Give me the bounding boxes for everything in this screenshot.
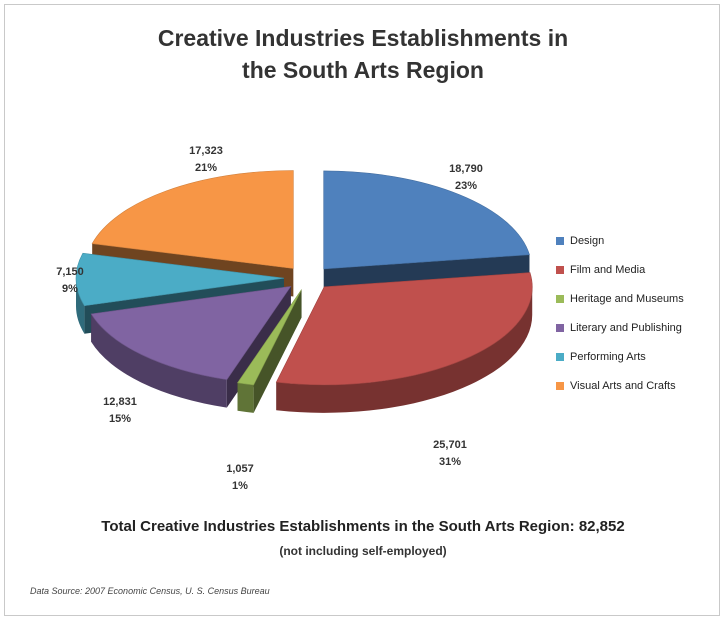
total-caption: Total Creative Industries Establishments… [101, 518, 625, 535]
pie-rim-film-and-media [276, 286, 533, 413]
pie-slice-visual-arts-and-crafts [91, 170, 294, 269]
value-label-design: 18,790 [449, 163, 483, 175]
value-label-heritage-and-museums: 1,057 [226, 463, 254, 475]
pie-slice-design [323, 170, 530, 270]
chart-title: Creative Industries Establishments in th… [0, 22, 726, 86]
legend-item-performing-arts: Performing Arts [556, 342, 684, 371]
pie-tops [75, 170, 533, 386]
legend-label-heritage-and-museums: Heritage and Museums [570, 292, 684, 305]
legend-swatch-heritage-and-museums [556, 294, 564, 303]
legend-label-design: Design [570, 234, 605, 247]
percent-label-film-and-media: 31% [439, 456, 461, 468]
legend-label-performing-arts: Performing Arts [570, 350, 646, 363]
pie-slice-literary-and-publishing [90, 285, 292, 380]
chart-title-line2: the South Arts Region [242, 57, 484, 83]
percent-label-visual-arts-and-crafts: 21% [195, 162, 217, 174]
pie-labels: 18,790 23% 25,701 31% 1,057 1% 12,831 15% 7,150 9… [56, 145, 483, 492]
note-caption: (not including self-employed) [279, 544, 447, 558]
legend-item-film-and-media: Film and Media [556, 255, 684, 284]
value-label-literary-and-publishing: 12,831 [103, 396, 137, 408]
legend-label-film-and-media: Film and Media [570, 263, 646, 276]
pie-slice-film-and-media [275, 272, 533, 386]
chart-title-line1: Creative Industries Establishments in [157, 25, 569, 51]
legend-item-heritage-and-museums: Heritage and Museums [556, 284, 684, 313]
value-label-performing-arts: 7,150 [56, 266, 84, 278]
legend-item-design: Design [556, 226, 684, 255]
pie-rim-literary-and-publishing [91, 313, 227, 408]
value-label-visual-arts-and-crafts: 17,323 [189, 145, 223, 157]
pie-rim-heritage-and-museums [237, 382, 254, 413]
percent-label-performing-arts: 9% [62, 283, 78, 295]
legend-label-literary-and-publishing: Literary and Publishing [570, 321, 682, 334]
legend-swatch-film-and-media [556, 265, 564, 274]
data-source: Data Source: 2007 Economic Census, U. S.… [30, 586, 270, 596]
pie-slice-performing-arts [75, 252, 285, 307]
legend-swatch-visual-arts-and-crafts [556, 381, 564, 390]
value-label-film-and-media: 25,701 [433, 439, 467, 451]
legend-item-literary-and-publishing: Literary and Publishing [556, 313, 684, 342]
legend-swatch-performing-arts [556, 352, 564, 361]
percent-label-heritage-and-museums: 1% [232, 480, 248, 492]
pie-slice-heritage-and-museums [237, 289, 302, 386]
legend-label-visual-arts-and-crafts: Visual Arts and Crafts [570, 379, 676, 392]
legend-swatch-design [556, 236, 564, 245]
legend: Design Film and Media Heritage and Museums… [556, 226, 684, 400]
percent-label-design: 23% [455, 180, 477, 192]
percent-label-literary-and-publishing: 15% [109, 413, 131, 425]
legend-swatch-literary-and-publishing [556, 323, 564, 332]
legend-item-visual-arts-and-crafts: Visual Arts and Crafts [556, 371, 684, 400]
